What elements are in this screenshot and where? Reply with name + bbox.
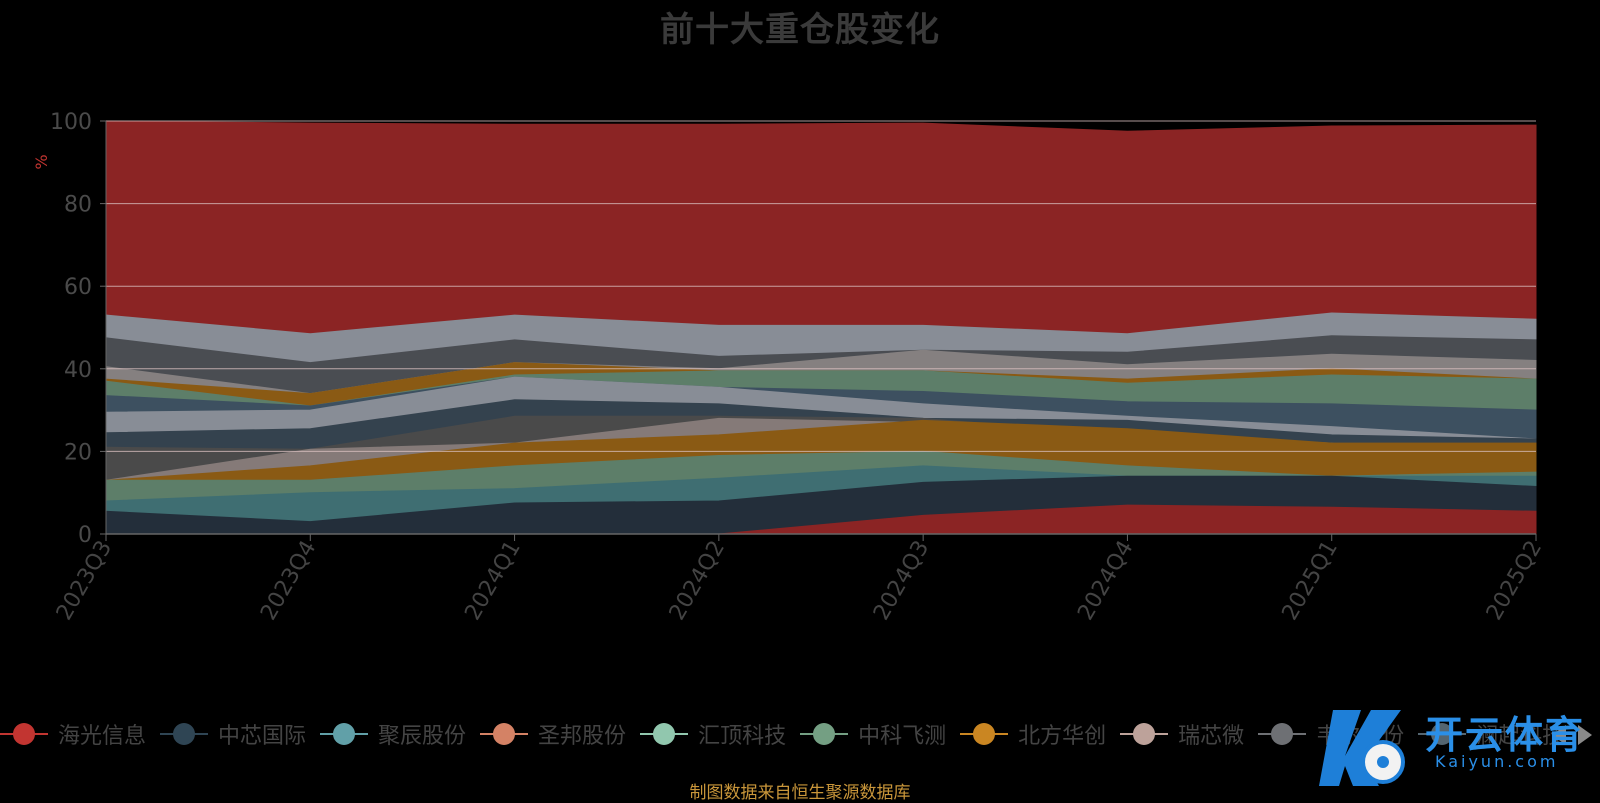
legend-label: 圣邦股份 xyxy=(538,724,627,749)
y-tick-label: 80 xyxy=(64,193,92,218)
legend-label: 瑞芯微 xyxy=(1178,724,1245,749)
legend-item[interactable]: 瑞芯微 xyxy=(1120,717,1244,751)
areas-layer xyxy=(105,120,1537,535)
legend-swatch-icon xyxy=(160,721,209,747)
legend-swatch-icon xyxy=(960,721,1009,747)
watermark-text: 开云体育 xyxy=(1425,713,1586,757)
y-tick-label: 100 xyxy=(50,110,92,135)
legend-item[interactable]: 聚辰股份 xyxy=(320,717,466,751)
legend-item[interactable]: 北方华创 xyxy=(960,717,1106,751)
x-tick-label: 2023Q4 xyxy=(256,537,321,625)
x-tick-label: 2024Q4 xyxy=(1073,537,1138,625)
legend-item[interactable]: 圣邦股份 xyxy=(480,717,626,751)
legend-item[interactable]: 汇顶科技 xyxy=(640,717,786,751)
x-tick-label: 2025Q1 xyxy=(1278,537,1343,625)
legend-swatch-icon xyxy=(1258,721,1307,747)
legend-label: 澜起科技 xyxy=(1476,724,1560,749)
legend-swatch-icon xyxy=(640,721,689,747)
watermark-subtext: Kaiyun.com xyxy=(1435,752,1559,771)
legend-label: 中芯国际 xyxy=(218,724,307,749)
x-tick-label: 2023Q3 xyxy=(52,537,117,625)
legend-label: 北方华创 xyxy=(1018,724,1107,749)
legend-swatch-icon xyxy=(480,721,529,747)
y-tick-label: 60 xyxy=(64,275,92,300)
legend-swatch-icon xyxy=(800,721,849,747)
x-tick-label: 2024Q3 xyxy=(869,537,934,625)
legend-label: 海光信息 xyxy=(58,724,147,749)
legend-label: 聚辰股份 xyxy=(378,724,467,749)
y-tick-label: 20 xyxy=(64,440,92,465)
kaiyun-logo-icon xyxy=(1319,710,1405,786)
legend-page-nav[interactable] xyxy=(1550,720,1594,750)
legend-swatch-icon xyxy=(0,721,48,747)
legend-label: 汇顶科技 xyxy=(698,724,787,749)
legend-label: 中科飞测 xyxy=(858,724,947,749)
grid-layer: 0 20 40 60 80 100 xyxy=(50,110,1536,548)
legend-prev-icon[interactable] xyxy=(1552,725,1566,745)
legend-swatch-icon xyxy=(1418,721,1467,747)
watermark-logo: 开云体育 Kaiyun.com xyxy=(1315,700,1595,790)
legend-item[interactable]: 澜起科技 xyxy=(1418,717,1560,751)
legend-item[interactable]: 海光信息 xyxy=(0,717,146,751)
legend-item[interactable]: 中芯国际 xyxy=(160,717,306,751)
y-tick-label: 40 xyxy=(64,358,92,383)
y-axis-unit-label: % xyxy=(32,154,51,169)
legend-next-icon[interactable] xyxy=(1578,725,1592,745)
legend-item[interactable]: 中科飞测 xyxy=(800,717,946,751)
x-tick-label: 2024Q1 xyxy=(460,537,525,625)
y-tick-label: 0 xyxy=(78,523,92,548)
source-note: 制图数据来自恒生聚源数据库 xyxy=(689,783,911,803)
legend-swatch-icon xyxy=(320,721,369,747)
area-chart: 0 20 40 60 80 100 2023Q3 2023Q4 2024Q1 2024Q2 202… xyxy=(32,110,1547,625)
chart-title: 前十大重仓股变化 xyxy=(660,10,940,50)
x-tick-label: 2024Q2 xyxy=(665,537,730,625)
x-tick-label: 2025Q2 xyxy=(1482,537,1547,625)
legend-swatch-icon xyxy=(1120,721,1169,747)
